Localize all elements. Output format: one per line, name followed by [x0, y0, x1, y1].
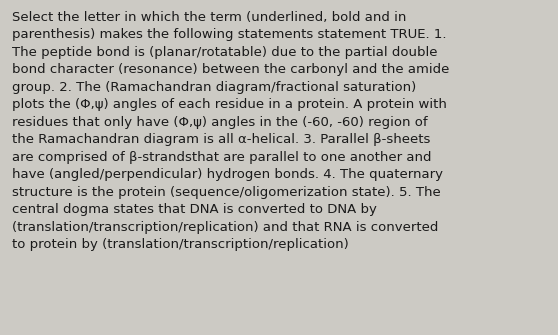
Text: Select the letter in which the term (underlined, bold and in
parenthesis) makes : Select the letter in which the term (und… — [12, 11, 450, 251]
